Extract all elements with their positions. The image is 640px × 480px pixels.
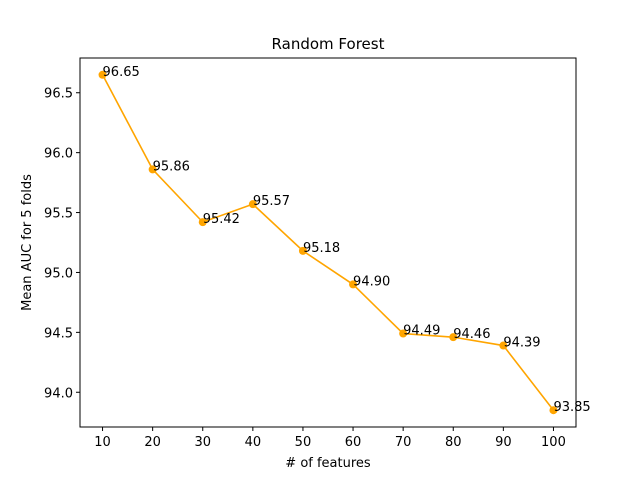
data-label: 93.85 — [553, 400, 590, 415]
y-tick-label: 96.5 — [44, 87, 73, 102]
x-axis-ticks: 10 20 30 40 50 60 70 80 90 100 — [94, 427, 566, 450]
data-point — [248, 200, 257, 209]
x-tick-label: 70 — [395, 435, 412, 450]
data-label: 95.57 — [253, 194, 290, 209]
data-label: 95.18 — [303, 241, 340, 256]
data-point — [98, 70, 107, 79]
data-point — [298, 246, 307, 255]
data-point — [549, 406, 558, 415]
x-tick-label: 60 — [345, 435, 362, 450]
data-point — [349, 280, 358, 289]
data-labels-layer: 96.65 95.86 95.42 95.57 95.18 94.90 94.49 94.46… — [103, 65, 591, 415]
y-tick-label: 94.0 — [44, 386, 73, 401]
data-point — [198, 218, 207, 227]
chart-title: Random Forest — [272, 35, 385, 53]
x-tick-label: 80 — [445, 435, 462, 450]
data-point — [449, 333, 458, 342]
data-label: 95.86 — [153, 159, 190, 174]
data-point — [399, 329, 408, 338]
y-tick-label: 95.5 — [44, 207, 73, 222]
x-tick-label: 30 — [194, 435, 211, 450]
x-tick-label: 90 — [495, 435, 512, 450]
x-tick-label: 40 — [245, 435, 262, 450]
data-label: 94.90 — [353, 274, 390, 289]
data-point — [499, 341, 508, 350]
data-label: 94.49 — [403, 324, 440, 339]
data-point — [148, 165, 157, 174]
series-layer — [98, 70, 558, 415]
y-tick-label: 94.5 — [44, 326, 73, 341]
data-label: 95.42 — [203, 212, 240, 227]
y-axis-ticks: 94.0 94.5 95.0 95.5 96.0 96.5 — [44, 87, 80, 401]
data-label: 96.65 — [103, 65, 140, 80]
x-tick-label: 10 — [94, 435, 111, 450]
x-tick-label: 50 — [295, 435, 312, 450]
y-axis-label: Mean AUC for 5 folds — [20, 174, 35, 311]
x-tick-label: 20 — [144, 435, 161, 450]
x-tick-label: 100 — [541, 435, 566, 450]
data-label: 94.46 — [453, 327, 490, 342]
y-tick-label: 95.0 — [44, 266, 73, 281]
plot-frame — [79, 57, 577, 428]
data-label: 94.39 — [503, 336, 540, 351]
series-line — [101, 74, 555, 411]
x-axis-label: # of features — [285, 456, 371, 471]
y-tick-label: 96.0 — [44, 147, 73, 162]
